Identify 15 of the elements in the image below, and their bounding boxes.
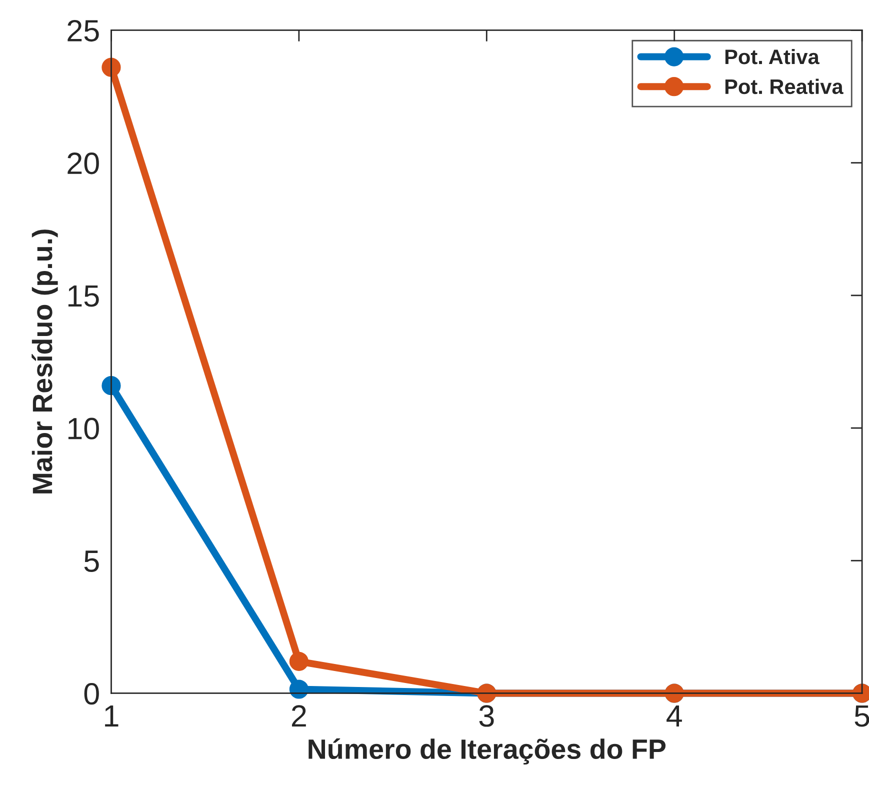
x-tick-label: 3: [479, 705, 494, 727]
y-tick-label: 25: [68, 20, 99, 42]
x-tick-label: 5: [854, 705, 869, 727]
x-axis-title: Número de Iterações do FP: [308, 738, 666, 765]
y-tick-label: 0: [84, 682, 99, 705]
y-tick-label: 15: [68, 285, 99, 307]
y-tick-label: 10: [68, 418, 99, 440]
y-tick-label: 5: [84, 550, 99, 572]
legend-label: Pot. Ativa: [725, 48, 820, 64]
x-tick-label: 2: [292, 705, 306, 726]
y-tick-label: 20: [68, 152, 99, 174]
y-axis-title: Maior Resíduo (p.u.): [32, 230, 58, 494]
x-tick-label: 1: [105, 705, 118, 726]
x-tick-label: 4: [666, 705, 682, 726]
legend-label: Pot. Reativa: [725, 78, 844, 94]
